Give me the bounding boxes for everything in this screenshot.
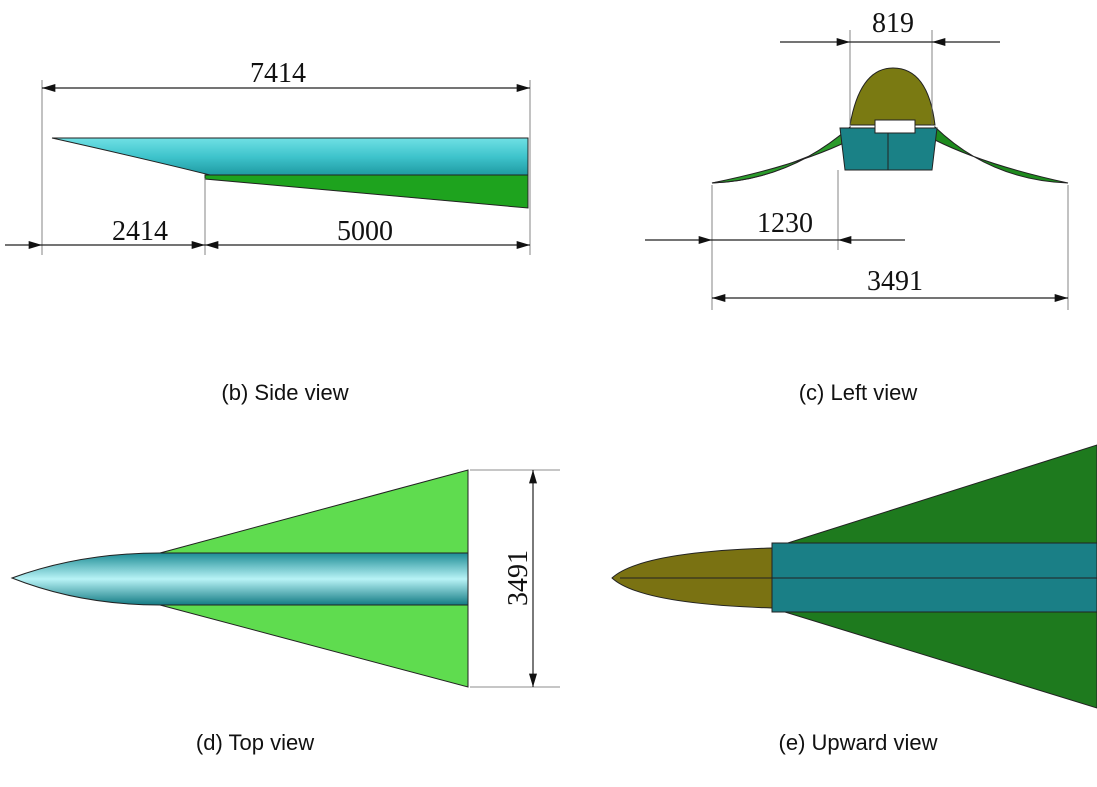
- top-view: 3491 (d) Top view: [12, 470, 560, 755]
- wing: [712, 127, 850, 183]
- inlet: [875, 120, 915, 133]
- wing: [160, 605, 468, 687]
- dimension-label: 3491: [867, 266, 923, 297]
- upward-view: (e) Upward view: [612, 445, 1097, 755]
- wing: [772, 445, 1097, 548]
- caption: (d) Top view: [196, 730, 314, 755]
- left-view: 819 1230 3491 (c) Left view: [645, 8, 1068, 405]
- wing: [935, 127, 1068, 183]
- wing: [160, 470, 468, 553]
- dimension-label: 5000: [337, 216, 393, 247]
- nose: [850, 68, 935, 125]
- figure: 7414 2414 5000 (b) Side view 819 1230 34…: [0, 0, 1097, 787]
- fuselage: [52, 138, 528, 175]
- dimension-label: 3491: [503, 550, 534, 606]
- caption: (c) Left view: [799, 380, 918, 405]
- caption: (b) Side view: [221, 380, 348, 405]
- dimension-label: 1230: [757, 208, 813, 239]
- dimension-label: 2414: [112, 216, 168, 247]
- dimension-label: 819: [872, 8, 914, 39]
- fuselage: [12, 553, 468, 605]
- wing: [772, 608, 1097, 708]
- caption: (e) Upward view: [779, 730, 938, 755]
- dimension-label: 7414: [250, 58, 306, 89]
- wing: [712, 127, 850, 183]
- wing: [205, 175, 528, 208]
- side-view: 7414 2414 5000 (b) Side view: [5, 58, 530, 405]
